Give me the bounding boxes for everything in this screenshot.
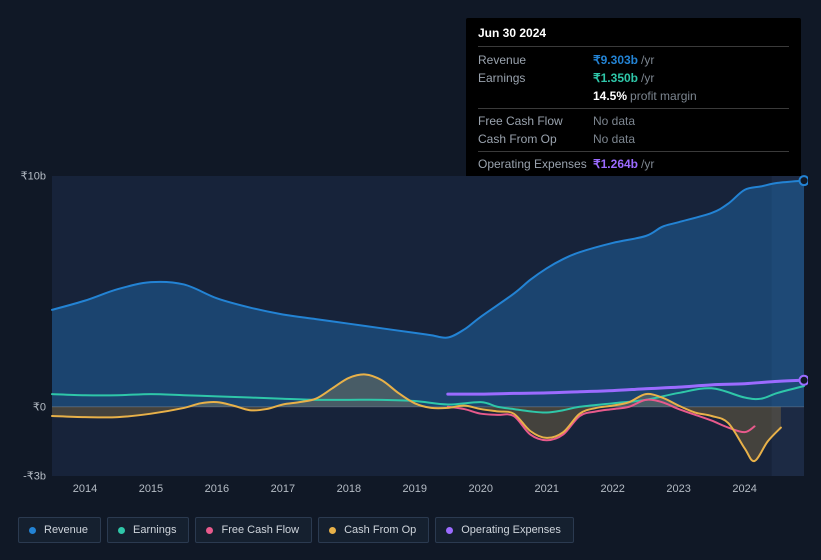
tooltip-date: Jun 30 2024 <box>478 26 789 47</box>
x-axis-label: 2017 <box>271 483 295 495</box>
legend-item-revenue[interactable]: Revenue <box>18 517 101 543</box>
tooltip-value: 14.5%profit margin <box>593 89 789 103</box>
x-axis-label: 2023 <box>666 483 690 495</box>
chart-legend: Revenue Earnings Free Cash Flow Cash From O… <box>18 517 574 543</box>
legend-dot-icon <box>118 527 125 534</box>
y-axis-label: -₹3b <box>23 470 46 483</box>
tooltip-value: No data <box>593 132 789 146</box>
x-axis-label: 2015 <box>139 483 163 495</box>
x-axis-label: 2018 <box>337 483 361 495</box>
legend-dot-icon <box>29 527 36 534</box>
y-axis-label: ₹10b <box>21 170 46 183</box>
legend-dot-icon <box>329 527 336 534</box>
legend-dot-icon <box>206 527 213 534</box>
tooltip-label: Free Cash Flow <box>478 114 593 128</box>
chart-tooltip: Jun 30 2024Revenue₹9.303b/yrEarnings₹1.3… <box>466 18 801 183</box>
tooltip-value: No data <box>593 114 789 128</box>
legend-label: Earnings <box>133 524 176 536</box>
tooltip-row-fcf: Free Cash FlowNo data <box>478 112 789 130</box>
tooltip-value-suffix: /yr <box>641 71 654 85</box>
tooltip-row-cfo: Cash From OpNo data <box>478 130 789 152</box>
legend-label: Revenue <box>44 524 88 536</box>
x-axis-label: 2020 <box>469 483 493 495</box>
legend-item-cfo[interactable]: Cash From Op <box>318 517 429 543</box>
tooltip-value-number: ₹1.350b <box>593 71 638 85</box>
x-axis-label: 2022 <box>600 483 624 495</box>
tooltip-value-number: 14.5% <box>593 89 627 103</box>
y-axis-label: ₹0 <box>33 400 46 413</box>
tooltip-value: ₹9.303b/yr <box>593 53 789 67</box>
tooltip-row-margin: 14.5%profit margin <box>478 87 789 109</box>
tooltip-label: Earnings <box>478 71 593 85</box>
x-axis-label: 2024 <box>732 483 756 495</box>
tooltip-row-revenue: Revenue₹9.303b/yr <box>478 51 789 69</box>
legend-item-opex[interactable]: Operating Expenses <box>435 517 574 543</box>
tooltip-value-number: ₹9.303b <box>593 53 638 67</box>
tooltip-label: Revenue <box>478 53 593 67</box>
tooltip-label <box>478 89 593 103</box>
tooltip-value: ₹1.350b/yr <box>593 71 789 85</box>
legend-item-fcf[interactable]: Free Cash Flow <box>195 517 312 543</box>
tooltip-label: Cash From Op <box>478 132 593 146</box>
x-axis-label: 2021 <box>534 483 558 495</box>
x-axis-label: 2014 <box>73 483 97 495</box>
tooltip-value-suffix: profit margin <box>630 89 697 103</box>
legend-item-earnings[interactable]: Earnings <box>107 517 189 543</box>
legend-label: Operating Expenses <box>461 524 561 536</box>
x-axis-label: 2016 <box>205 483 229 495</box>
chart-svg <box>18 160 808 480</box>
x-axis-label: 2019 <box>403 483 427 495</box>
legend-label: Free Cash Flow <box>221 524 299 536</box>
legend-dot-icon <box>446 527 453 534</box>
x-axis: 2014 2015 2016 2017 2018 2019 2020 2021 2022 2023… <box>52 483 808 503</box>
financials-chart: ₹10b ₹0 -₹3b <box>18 160 808 480</box>
tooltip-row-earnings: Earnings₹1.350b/yr <box>478 69 789 87</box>
legend-label: Cash From Op <box>344 524 416 536</box>
tooltip-value-suffix: /yr <box>641 53 654 67</box>
